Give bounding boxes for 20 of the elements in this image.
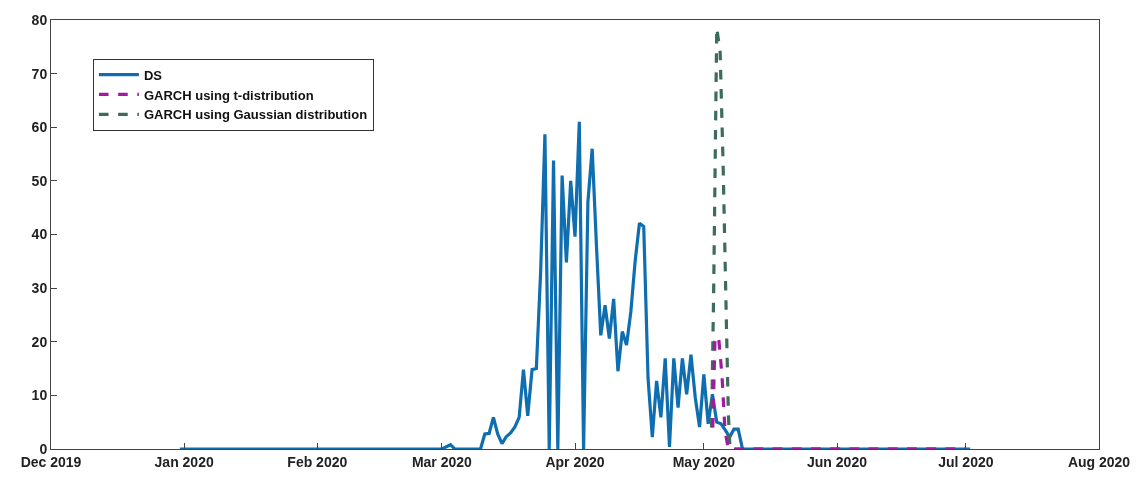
y-tick-label: 30 (31, 280, 48, 297)
x-tick-label: Aug 2020 (1067, 453, 1131, 470)
line-series (178, 120, 972, 449)
x-tick-label: Jan 2020 (154, 453, 214, 470)
x-tick-label: Mar 2020 (411, 453, 473, 470)
x-tick-label: May 2020 (672, 453, 736, 470)
y-tick-label: 80 (31, 11, 48, 28)
y-tick-label: 50 (31, 172, 48, 189)
legend-label: GARCH using Gaussian distribution (143, 107, 368, 123)
x-tick-label: Jun 2020 (807, 453, 868, 470)
y-tick-label: 70 (31, 65, 48, 82)
y-tick-label: 40 (31, 226, 48, 243)
legend-label: GARCH using t-distribution (143, 87, 314, 103)
x-tick-label: Apr 2020 (545, 453, 605, 470)
x-tick-label: Feb 2020 (287, 453, 348, 470)
y-tick-label: 20 (31, 333, 48, 350)
legend-label: DS (143, 67, 163, 83)
y-tick-label: 10 (31, 387, 48, 404)
y-tick-label: 60 (31, 119, 48, 136)
x-tick-label: Jul 2020 (938, 453, 994, 470)
